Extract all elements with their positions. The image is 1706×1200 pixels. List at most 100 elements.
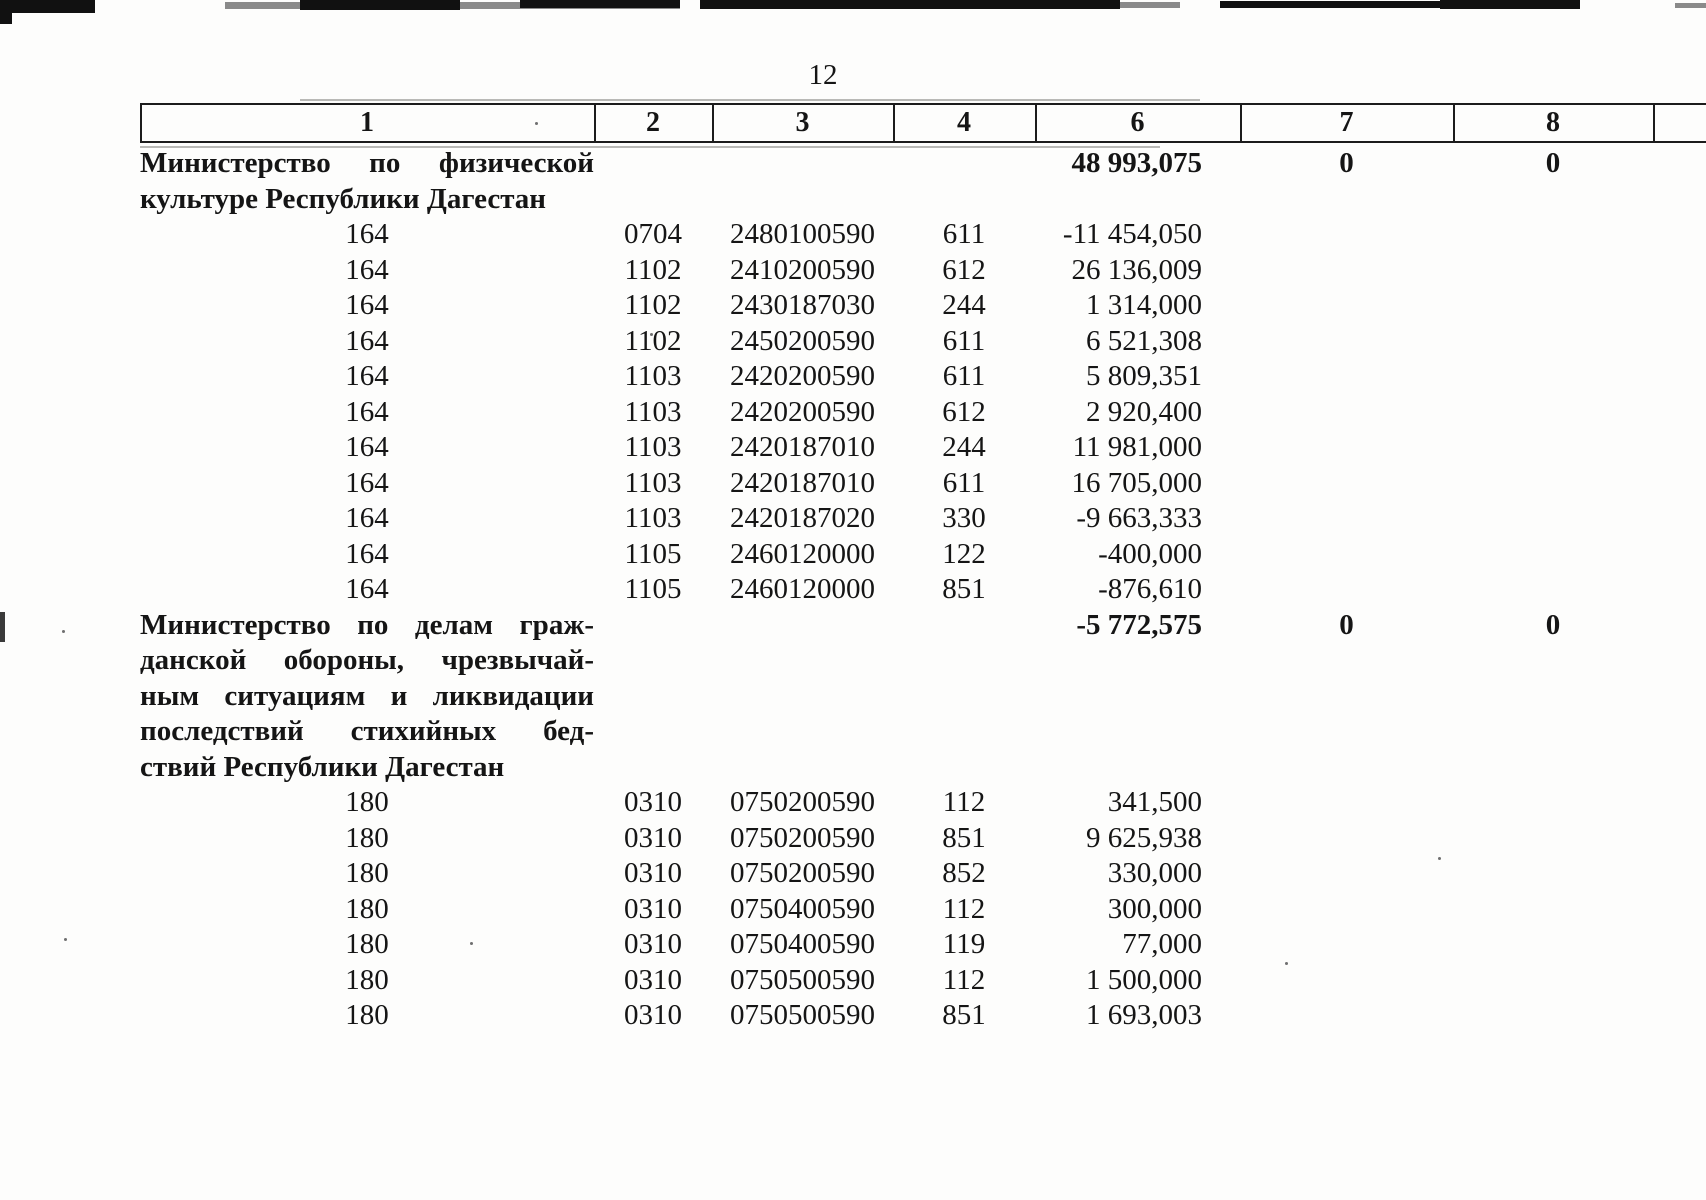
cell-col1: 180 <box>345 857 389 889</box>
cell-col4: 611 <box>942 360 986 392</box>
scan-noise-dot <box>64 938 67 941</box>
section-row: Министерство по физической культуре Респу… <box>140 146 1653 217</box>
scan-edge-mark <box>0 612 5 642</box>
cell-col7: 0 <box>1339 608 1354 641</box>
scan-artifact-bar <box>1440 0 1580 9</box>
table-rule-ghost <box>140 146 1160 148</box>
cell-col6: -9 663,333 <box>1076 502 1202 534</box>
scan-artifact-bar <box>0 0 95 13</box>
cell-col1: 164 <box>345 502 389 534</box>
table-row: 164 1102 2430187030 244 1 314,000 <box>140 288 1653 324</box>
cell-col1: 164 <box>345 573 389 605</box>
cell-col6: 48 993,075 <box>1071 147 1203 179</box>
cell-col2: 0310 <box>624 786 682 818</box>
cell-col6: 2 920,400 <box>1086 395 1202 428</box>
section-name-line: Министерство по делам граж- <box>140 608 594 641</box>
table-row: 180 0310 0750200590 112 341,500 <box>140 785 1653 821</box>
table-row: 164 1103 2420187020 330 -9 663,333 <box>140 501 1653 537</box>
cell-col2: 1103 <box>624 395 682 428</box>
cell-col4: 851 <box>942 999 986 1031</box>
column-header: 2 <box>646 107 660 138</box>
cell-col3: 0750200590 <box>730 821 875 854</box>
column-header: 4 <box>957 107 971 138</box>
cell-col4: 851 <box>942 573 986 605</box>
table-row: 180 0310 0750400590 112 300,000 <box>140 892 1653 928</box>
cell-col2: 0704 <box>624 218 682 250</box>
cell-col6: 6 521,308 <box>1086 324 1202 357</box>
table-rule-ghost <box>300 99 1200 101</box>
cell-col3: 2480100590 <box>730 218 875 250</box>
table-row: 180 0310 0750400590 119 77,000 <box>140 927 1653 963</box>
cell-col6: 9 625,938 <box>1086 821 1202 854</box>
scan-artifact-bar <box>300 0 460 10</box>
table-column-rule <box>140 104 142 142</box>
cell-col4: 112 <box>942 963 986 996</box>
cell-col1: 164 <box>345 218 389 250</box>
cell-col2: 0310 <box>624 928 682 960</box>
table-row: 164 1102 2450200590 611 6 521,308 <box>140 324 1653 360</box>
cell-col7: 0 <box>1339 147 1354 179</box>
cell-col1: 180 <box>345 963 389 996</box>
section-name-line: последствий стихийных бед- <box>140 715 594 747</box>
cell-col2: 1102 <box>624 253 682 286</box>
scan-artifact-bar <box>1675 3 1706 8</box>
cell-col2: 1102 <box>624 324 682 357</box>
cell-col3: 0750400590 <box>730 892 875 925</box>
cell-col4: 122 <box>942 537 986 570</box>
cell-col1: 164 <box>345 289 389 321</box>
table-body: Министерство по физической культуре Респу… <box>140 146 1653 1034</box>
cell-col3: 2420187010 <box>730 466 875 499</box>
scan-noise-dot <box>650 333 653 336</box>
cell-col2: 0310 <box>624 821 682 854</box>
cell-col8: 0 <box>1545 147 1561 179</box>
cell-col4: 244 <box>942 431 986 463</box>
cell-col4: 611 <box>942 466 986 499</box>
section-row: Министерство по делам граж-данской оборо… <box>140 608 1653 786</box>
page-number: 12 <box>808 59 838 91</box>
scan-noise-dot <box>535 122 538 125</box>
cell-col4: 112 <box>942 786 986 818</box>
table-row: 164 1105 2460120000 851 -876,610 <box>140 572 1653 608</box>
cell-col6: -400,000 <box>1098 537 1202 570</box>
cell-col4: 244 <box>942 289 986 321</box>
cell-col1: 164 <box>345 431 389 463</box>
scan-artifact-bar <box>700 0 1120 9</box>
scan-artifact-bar <box>1220 1 1445 8</box>
section-name-line: Министерство по физической <box>140 147 594 179</box>
cell-col6: -876,610 <box>1098 573 1202 605</box>
cell-col3: 2430187030 <box>730 289 875 321</box>
scan-noise-dot <box>470 942 473 945</box>
scan-artifact-bar <box>0 0 12 24</box>
column-header: 1 <box>360 107 374 138</box>
section-name-line: культуре Республики Дагестан <box>140 182 547 215</box>
cell-col1: Министерство по физической культуре Респу… <box>140 146 594 217</box>
cell-col1: 164 <box>345 324 389 357</box>
column-header: 8 <box>1546 107 1560 138</box>
column-header: 3 <box>795 107 810 138</box>
cell-col3: 2420187020 <box>730 502 875 534</box>
cell-col6: 1 314,000 <box>1086 289 1202 321</box>
table-row: 164 1102 2410200590 612 26 136,009 <box>140 253 1653 289</box>
cell-col2: 0310 <box>624 857 682 889</box>
table-column-rule <box>1035 104 1037 142</box>
cell-col3: 2460120000 <box>730 573 875 605</box>
cell-col2: 1103 <box>624 502 682 534</box>
cell-col6: 11 981,000 <box>1072 431 1202 463</box>
table-header: 1 2 3 4 6 7 8 <box>140 104 1653 141</box>
cell-col3: 0750200590 <box>730 857 875 889</box>
scan-artifact-bar <box>1120 2 1180 8</box>
cell-col8: 0 <box>1545 608 1561 641</box>
cell-col1: Министерство по делам граж-данской оборо… <box>140 608 594 786</box>
cell-col3: 2420200590 <box>730 360 875 392</box>
cell-col6: 16 705,000 <box>1071 466 1203 499</box>
cell-col6: 1 500,000 <box>1086 963 1202 996</box>
table-row: 164 1103 2420200590 611 5 809,351 <box>140 359 1653 395</box>
scan-noise-dot <box>62 630 65 633</box>
cell-col2: 1105 <box>624 573 682 605</box>
cell-col1: 180 <box>345 786 389 818</box>
table-row: 164 1105 2460120000 122 -400,000 <box>140 537 1653 573</box>
section-name-line: ным ситуациям и ликвидации <box>140 679 594 712</box>
table-row: 180 0310 0750500590 851 1 693,003 <box>140 998 1653 1034</box>
cell-col3: 0750400590 <box>730 928 875 960</box>
table-top-rule <box>140 103 1706 105</box>
